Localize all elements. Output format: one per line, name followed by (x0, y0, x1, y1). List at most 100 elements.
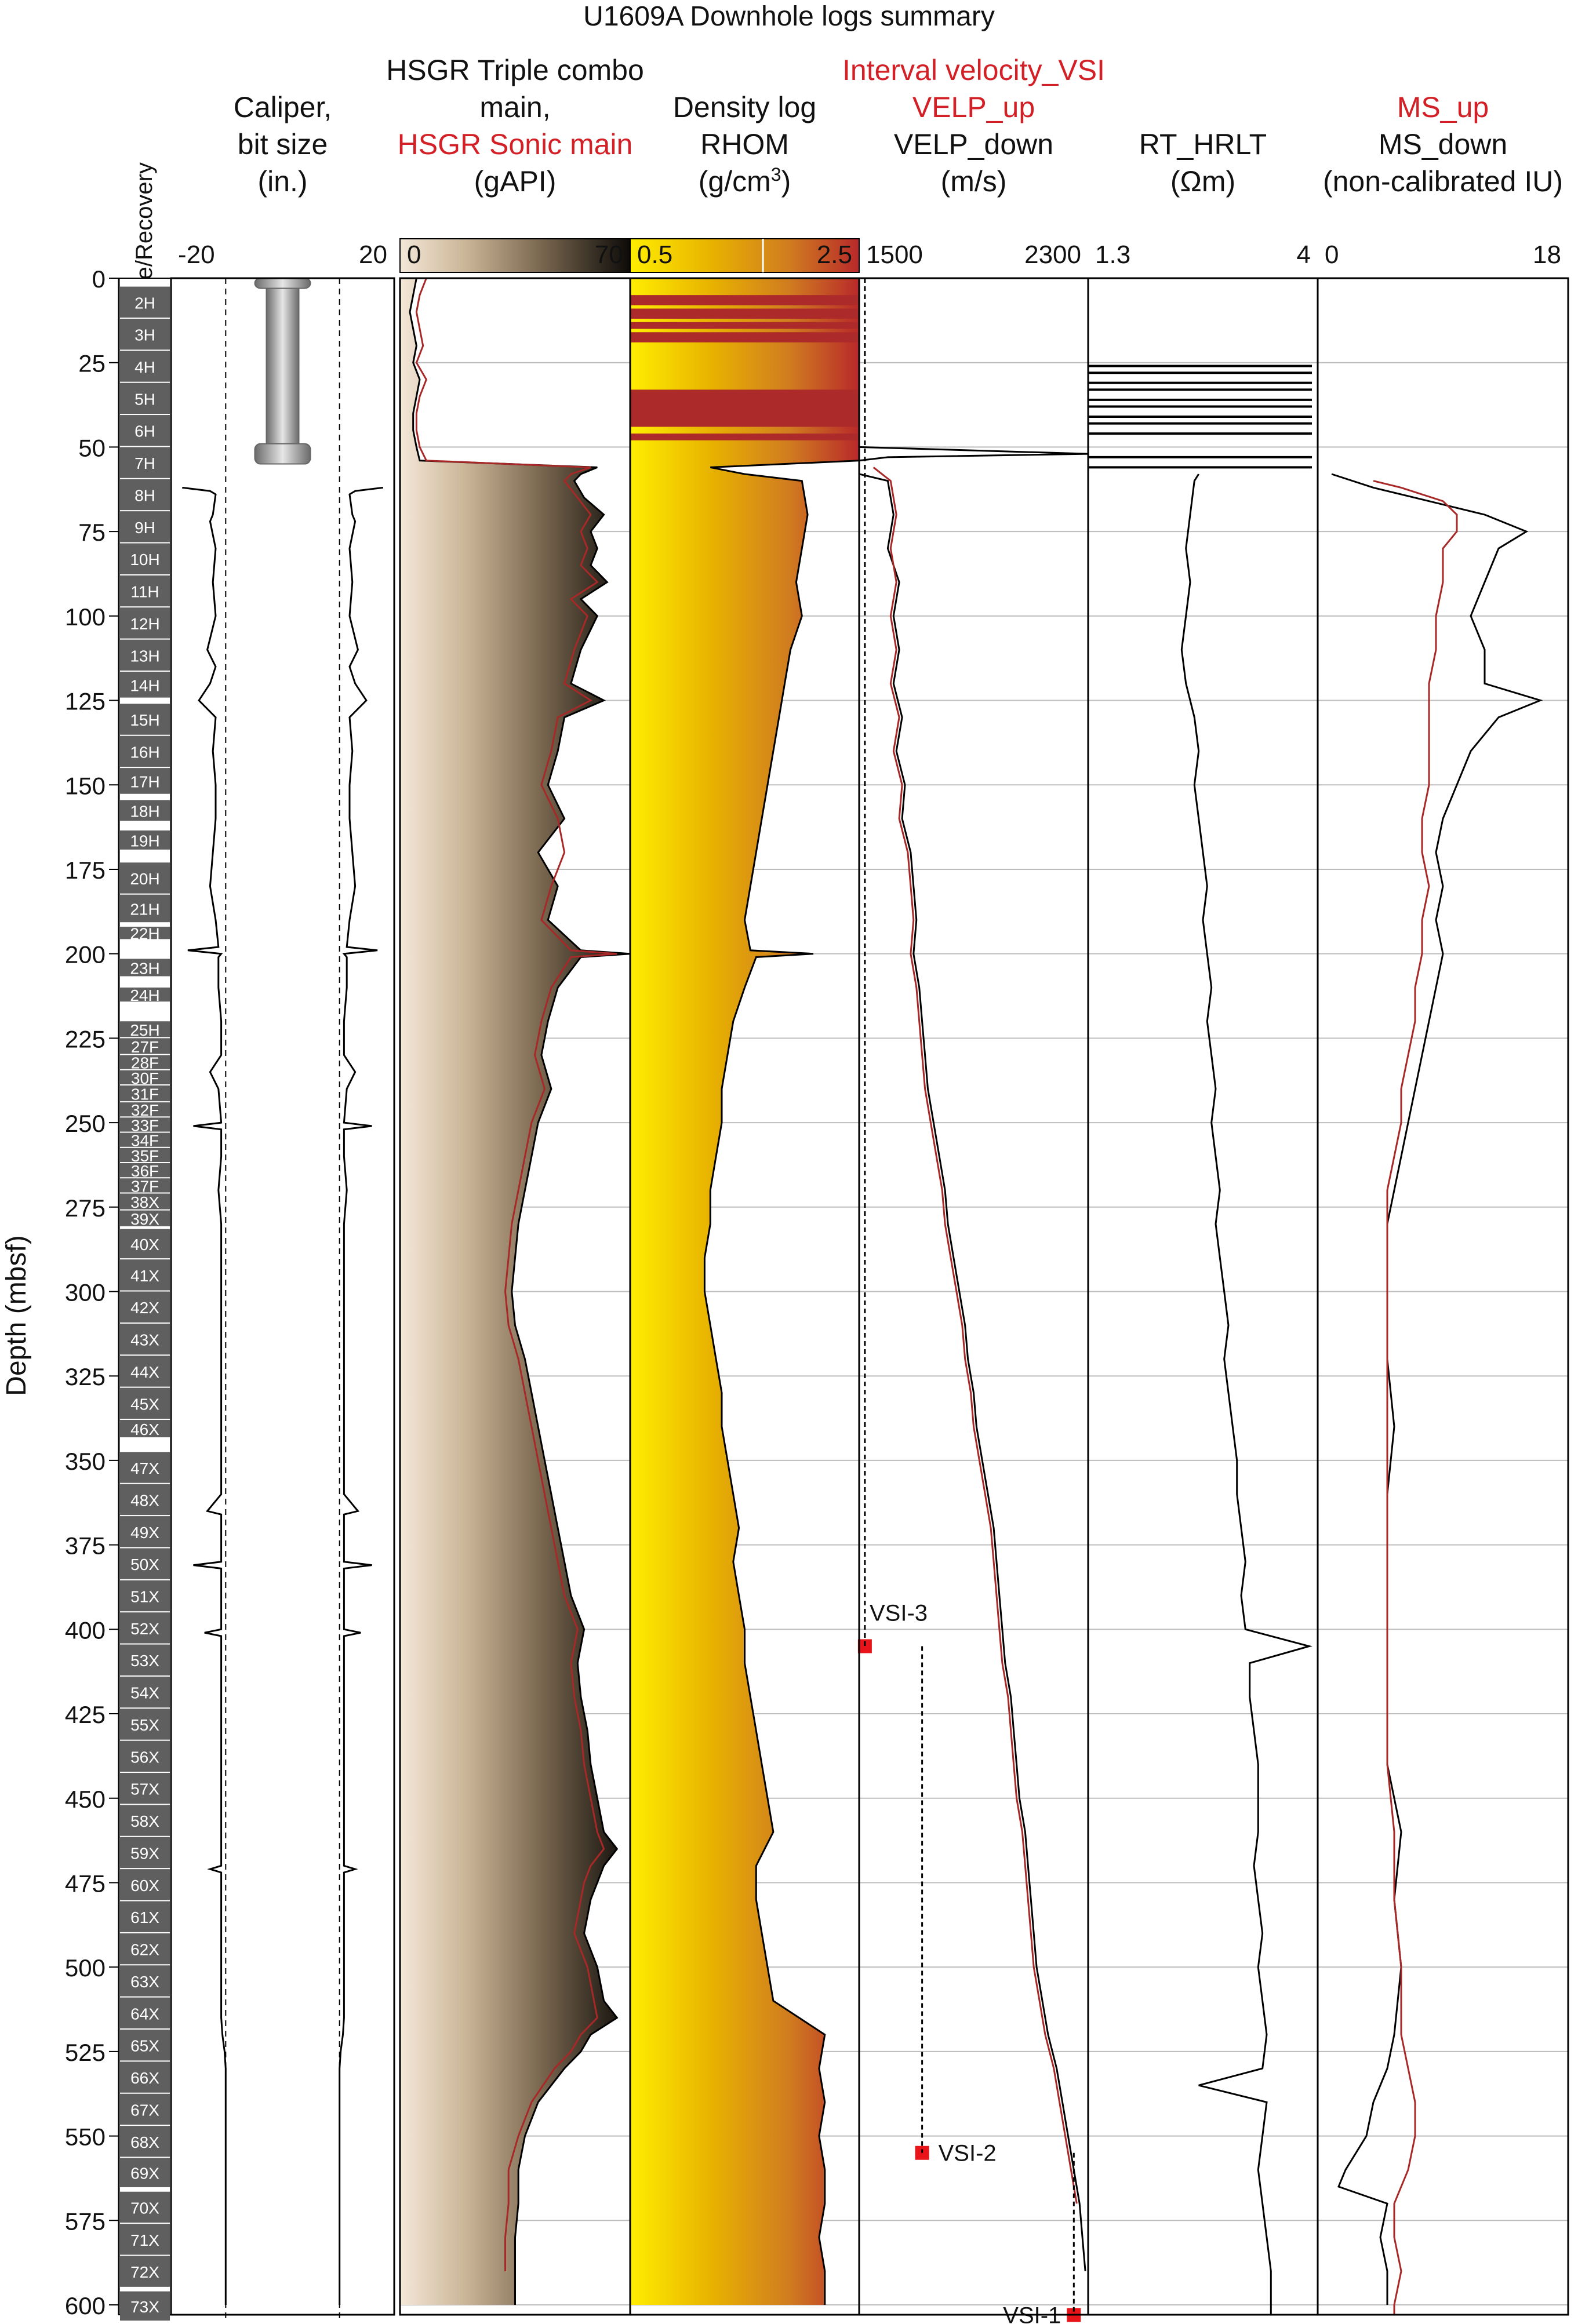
core-block (120, 672, 170, 698)
core-block (120, 1070, 170, 1084)
y-tick-label: 325 (65, 1363, 106, 1390)
track-title-line: VELP_down (894, 128, 1053, 161)
track-title-line: main, (479, 91, 550, 123)
core-label: 5H (134, 390, 155, 408)
core-label: 13H (130, 647, 159, 665)
core-block (120, 1323, 170, 1355)
track-title-line: (m/s) (941, 165, 1007, 198)
core-label: 22H (130, 925, 159, 943)
rhom-fill (630, 278, 859, 2305)
hsgr-triple-combo-main-fill (400, 278, 630, 2305)
core-block (120, 1102, 170, 1117)
track-title-line: RT_HRLT (1139, 128, 1267, 161)
rhom-colorbar (630, 238, 860, 273)
core-block (120, 1229, 170, 1259)
y-tick-label: 450 (65, 1786, 106, 1813)
track-frames (118, 277, 1569, 2316)
core-block (120, 447, 170, 478)
track-title-line: MS_down (1379, 128, 1507, 161)
core-label: 35F (131, 1147, 159, 1165)
core-block (120, 1148, 170, 1163)
core-label: 73X (130, 2298, 159, 2316)
track-title-line: MS_up (1397, 91, 1489, 123)
core-label: 43X (130, 1331, 159, 1349)
core-label: 54X (130, 1684, 159, 1702)
core-label: 27F (131, 1038, 159, 1056)
track-title-line: (Ωm) (1170, 165, 1235, 198)
log-tracks: Caliper, bit size (in.) -20 20 HSGR Triple co… (178, 54, 1563, 2324)
core-label: 28F (131, 1054, 159, 1072)
y-axis-label: Depth (mbsf) (1, 1235, 32, 1396)
core-label: 3H (134, 326, 155, 344)
x-tick-label: 18 (1533, 241, 1561, 269)
core-block (120, 1085, 170, 1102)
vsi-label: VSI-3 (870, 1600, 928, 1626)
track-title-line: VELP_up (912, 91, 1035, 123)
track-title-line: RHOM (700, 128, 789, 161)
core-label: 15H (130, 711, 159, 729)
track-title-line: (in.) (257, 165, 307, 198)
y-tick-label: 225 (65, 1025, 106, 1052)
core-label: 38X (130, 1193, 159, 1211)
core-block (120, 1516, 170, 1547)
core-block (120, 2191, 170, 2223)
x-tick-label: 2.5 (817, 241, 852, 269)
core-block (120, 1117, 170, 1132)
core-block (120, 2093, 170, 2125)
y-tick-label: 275 (65, 1194, 106, 1222)
core-block (120, 830, 170, 850)
core-block (120, 959, 170, 977)
y-tick-label: 550 (65, 2123, 106, 2151)
rt-hrlt-line (1180, 473, 1312, 2315)
core-block (120, 1709, 170, 1740)
core-label: 53X (130, 1652, 159, 1670)
y-tick-label: 425 (65, 1701, 106, 1728)
core-block (120, 1805, 170, 1836)
core-block (120, 479, 170, 511)
core-label: 12H (130, 615, 159, 633)
drill-pipe (266, 287, 300, 445)
core-block (120, 1484, 170, 1516)
core-block (120, 987, 170, 1002)
drill-pipe-collar (254, 278, 311, 289)
drill-pipe-collar (254, 443, 311, 465)
core-block (120, 1933, 170, 1965)
x-tick-label: 70 (595, 241, 623, 269)
core-label: 46X (130, 1420, 159, 1438)
core-block (120, 286, 170, 318)
core-block (120, 1612, 170, 1644)
y-tick-label: 75 (78, 519, 106, 546)
core-label: 60X (130, 1877, 159, 1895)
core-label: 23H (130, 959, 159, 977)
x-tick-label: 4 (1297, 241, 1311, 269)
core-label: 48X (130, 1491, 159, 1509)
track-frame (1317, 277, 1569, 2316)
core-block (120, 639, 170, 671)
core-block (120, 1644, 170, 1675)
velp-up-line (872, 467, 1078, 2204)
core-block (120, 1901, 170, 1932)
core-block (120, 415, 170, 446)
vsi-label: VSI-1 (1003, 2303, 1061, 2324)
core-label: 57X (130, 1780, 159, 1798)
y-tick-labels: 0 25 50 75 100 125 150 175 200 225 250 275 300 325 350… (65, 265, 119, 2319)
core-block (120, 1259, 170, 1291)
core-block (120, 862, 170, 894)
track-title-line: HSGR Triple combo (386, 54, 644, 86)
core-block (120, 1291, 170, 1323)
core-label: 64X (130, 2005, 159, 2023)
rhom-pipe-band (630, 434, 859, 440)
track-title-line: HSGR Sonic main (398, 128, 633, 161)
y-tick-label: 600 (65, 2292, 106, 2319)
core-block (120, 800, 170, 821)
track-frame (170, 277, 395, 2316)
core-block (120, 543, 170, 574)
track-title-line: Caliper, (234, 91, 332, 123)
core-label: 37F (131, 1177, 159, 1195)
x-tick-label: 2300 (1024, 241, 1081, 269)
x-tick-label: 1500 (866, 241, 923, 269)
core-block (120, 1837, 170, 1868)
core-label: 16H (130, 743, 159, 761)
core-label: 11H (130, 583, 159, 601)
core-label: 18H (130, 802, 159, 820)
